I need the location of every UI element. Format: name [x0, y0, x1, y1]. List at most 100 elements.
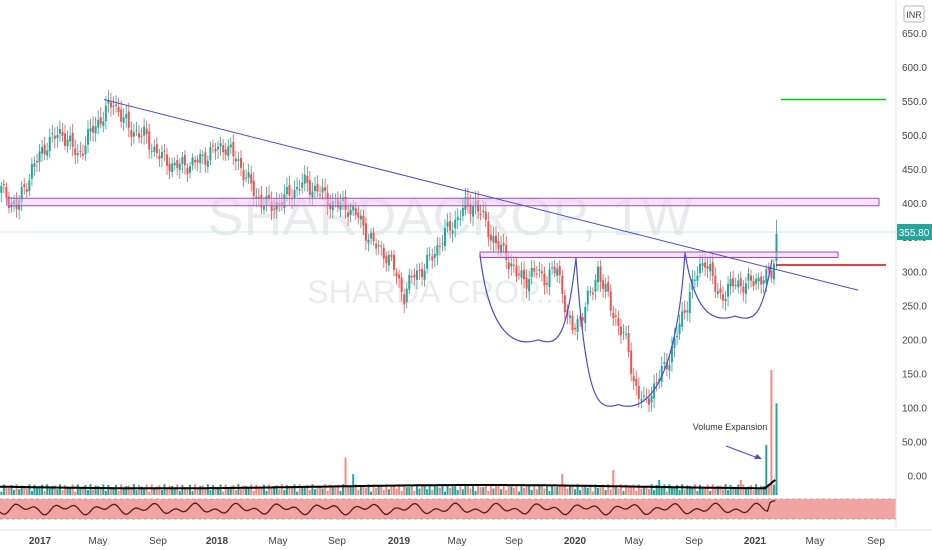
candle-body	[211, 145, 214, 147]
candle-body	[553, 266, 556, 274]
volume-bar	[418, 488, 421, 495]
volume-bar	[120, 484, 123, 495]
candle-body	[217, 146, 220, 150]
volume-bar	[709, 490, 712, 495]
candle-body	[186, 168, 189, 175]
candle-body	[352, 206, 355, 211]
time-tick-label: Sep	[505, 536, 523, 547]
time-tick-label: Sep	[149, 536, 167, 547]
candle-body	[734, 284, 737, 286]
volume-bar	[579, 490, 582, 495]
candle-body	[441, 243, 444, 245]
volume-bar	[61, 490, 64, 495]
candle-body	[617, 318, 620, 326]
volume-bar	[727, 490, 730, 495]
candle-body	[153, 146, 156, 152]
volume-bar	[342, 484, 344, 495]
volume-bar	[571, 485, 574, 495]
volume-bar	[273, 485, 276, 495]
volume-bar	[688, 485, 691, 495]
candle-body	[670, 345, 673, 363]
candle-body	[382, 247, 385, 259]
volume-bar	[716, 485, 719, 495]
candle-body	[354, 208, 357, 216]
candle-body	[642, 395, 645, 397]
volume-bar	[36, 487, 38, 495]
candle-body	[635, 378, 638, 386]
volume-bar	[334, 487, 337, 495]
candle-body	[372, 232, 375, 242]
candle-body	[178, 163, 181, 171]
volume-bar	[127, 485, 130, 495]
candle-body	[132, 132, 135, 137]
candle-body	[408, 274, 411, 290]
volume-bar	[591, 491, 594, 495]
candle-body	[285, 187, 288, 195]
volume-bar	[189, 484, 191, 495]
cup-arc	[575, 252, 686, 407]
volume-bar	[132, 484, 135, 495]
candle-body	[196, 159, 199, 163]
candle-body	[76, 153, 79, 156]
volume-bar	[706, 484, 709, 495]
candle-body	[109, 102, 112, 108]
candle-body	[262, 206, 265, 210]
volume-bar	[257, 487, 260, 495]
candle-body	[461, 207, 464, 217]
candle-body	[704, 262, 707, 268]
volume-bar	[168, 485, 171, 495]
volume-bar	[354, 484, 357, 495]
candle-body	[563, 295, 566, 313]
volume-bar	[293, 484, 296, 495]
candle-body	[347, 212, 350, 218]
candle-body	[673, 337, 676, 349]
volume-bar	[548, 490, 551, 495]
volume-bar	[421, 485, 424, 495]
volume-bar	[171, 485, 174, 495]
volume-bar	[173, 488, 176, 495]
candle-body	[30, 164, 33, 179]
volume-bar	[609, 489, 612, 495]
candle-body	[762, 280, 765, 284]
volume-bar	[53, 485, 56, 495]
volume-bar	[41, 484, 44, 495]
volume-bar	[525, 486, 528, 495]
volume-bar	[487, 490, 490, 495]
currency-badge[interactable]	[903, 5, 925, 23]
candle-body	[227, 146, 230, 157]
volume-bar	[247, 488, 250, 495]
candle-body	[120, 109, 123, 122]
volume-bar	[153, 487, 156, 495]
volume-bar	[604, 490, 607, 495]
candle-body	[20, 186, 23, 202]
candle-body	[94, 126, 97, 134]
candle-body	[699, 263, 701, 274]
candle-body	[362, 215, 365, 226]
volume-bar	[627, 487, 630, 495]
volume-bar	[224, 484, 227, 495]
volume-bar	[668, 484, 671, 495]
volume-bar	[637, 484, 640, 495]
candle-body	[380, 245, 383, 247]
volume-bar	[619, 484, 622, 495]
candle-body	[581, 317, 584, 321]
candle-body	[556, 268, 559, 276]
volume-bar	[477, 484, 480, 495]
volume-bar	[673, 486, 676, 495]
volume-bar	[757, 489, 760, 495]
volume-bar	[145, 484, 148, 495]
candle-body	[89, 128, 92, 132]
volume-bar	[622, 490, 625, 495]
candle-body	[421, 268, 424, 278]
candle-body	[648, 398, 650, 405]
volume-bar	[474, 490, 477, 495]
time-tick-label: 2021	[744, 536, 767, 547]
candle-body	[487, 221, 490, 238]
candle-body	[540, 271, 543, 274]
candle-body	[489, 234, 492, 241]
candle-body	[686, 310, 689, 313]
volume-bar	[33, 484, 36, 495]
volume-bar	[255, 484, 258, 495]
volume-bar	[283, 490, 286, 495]
